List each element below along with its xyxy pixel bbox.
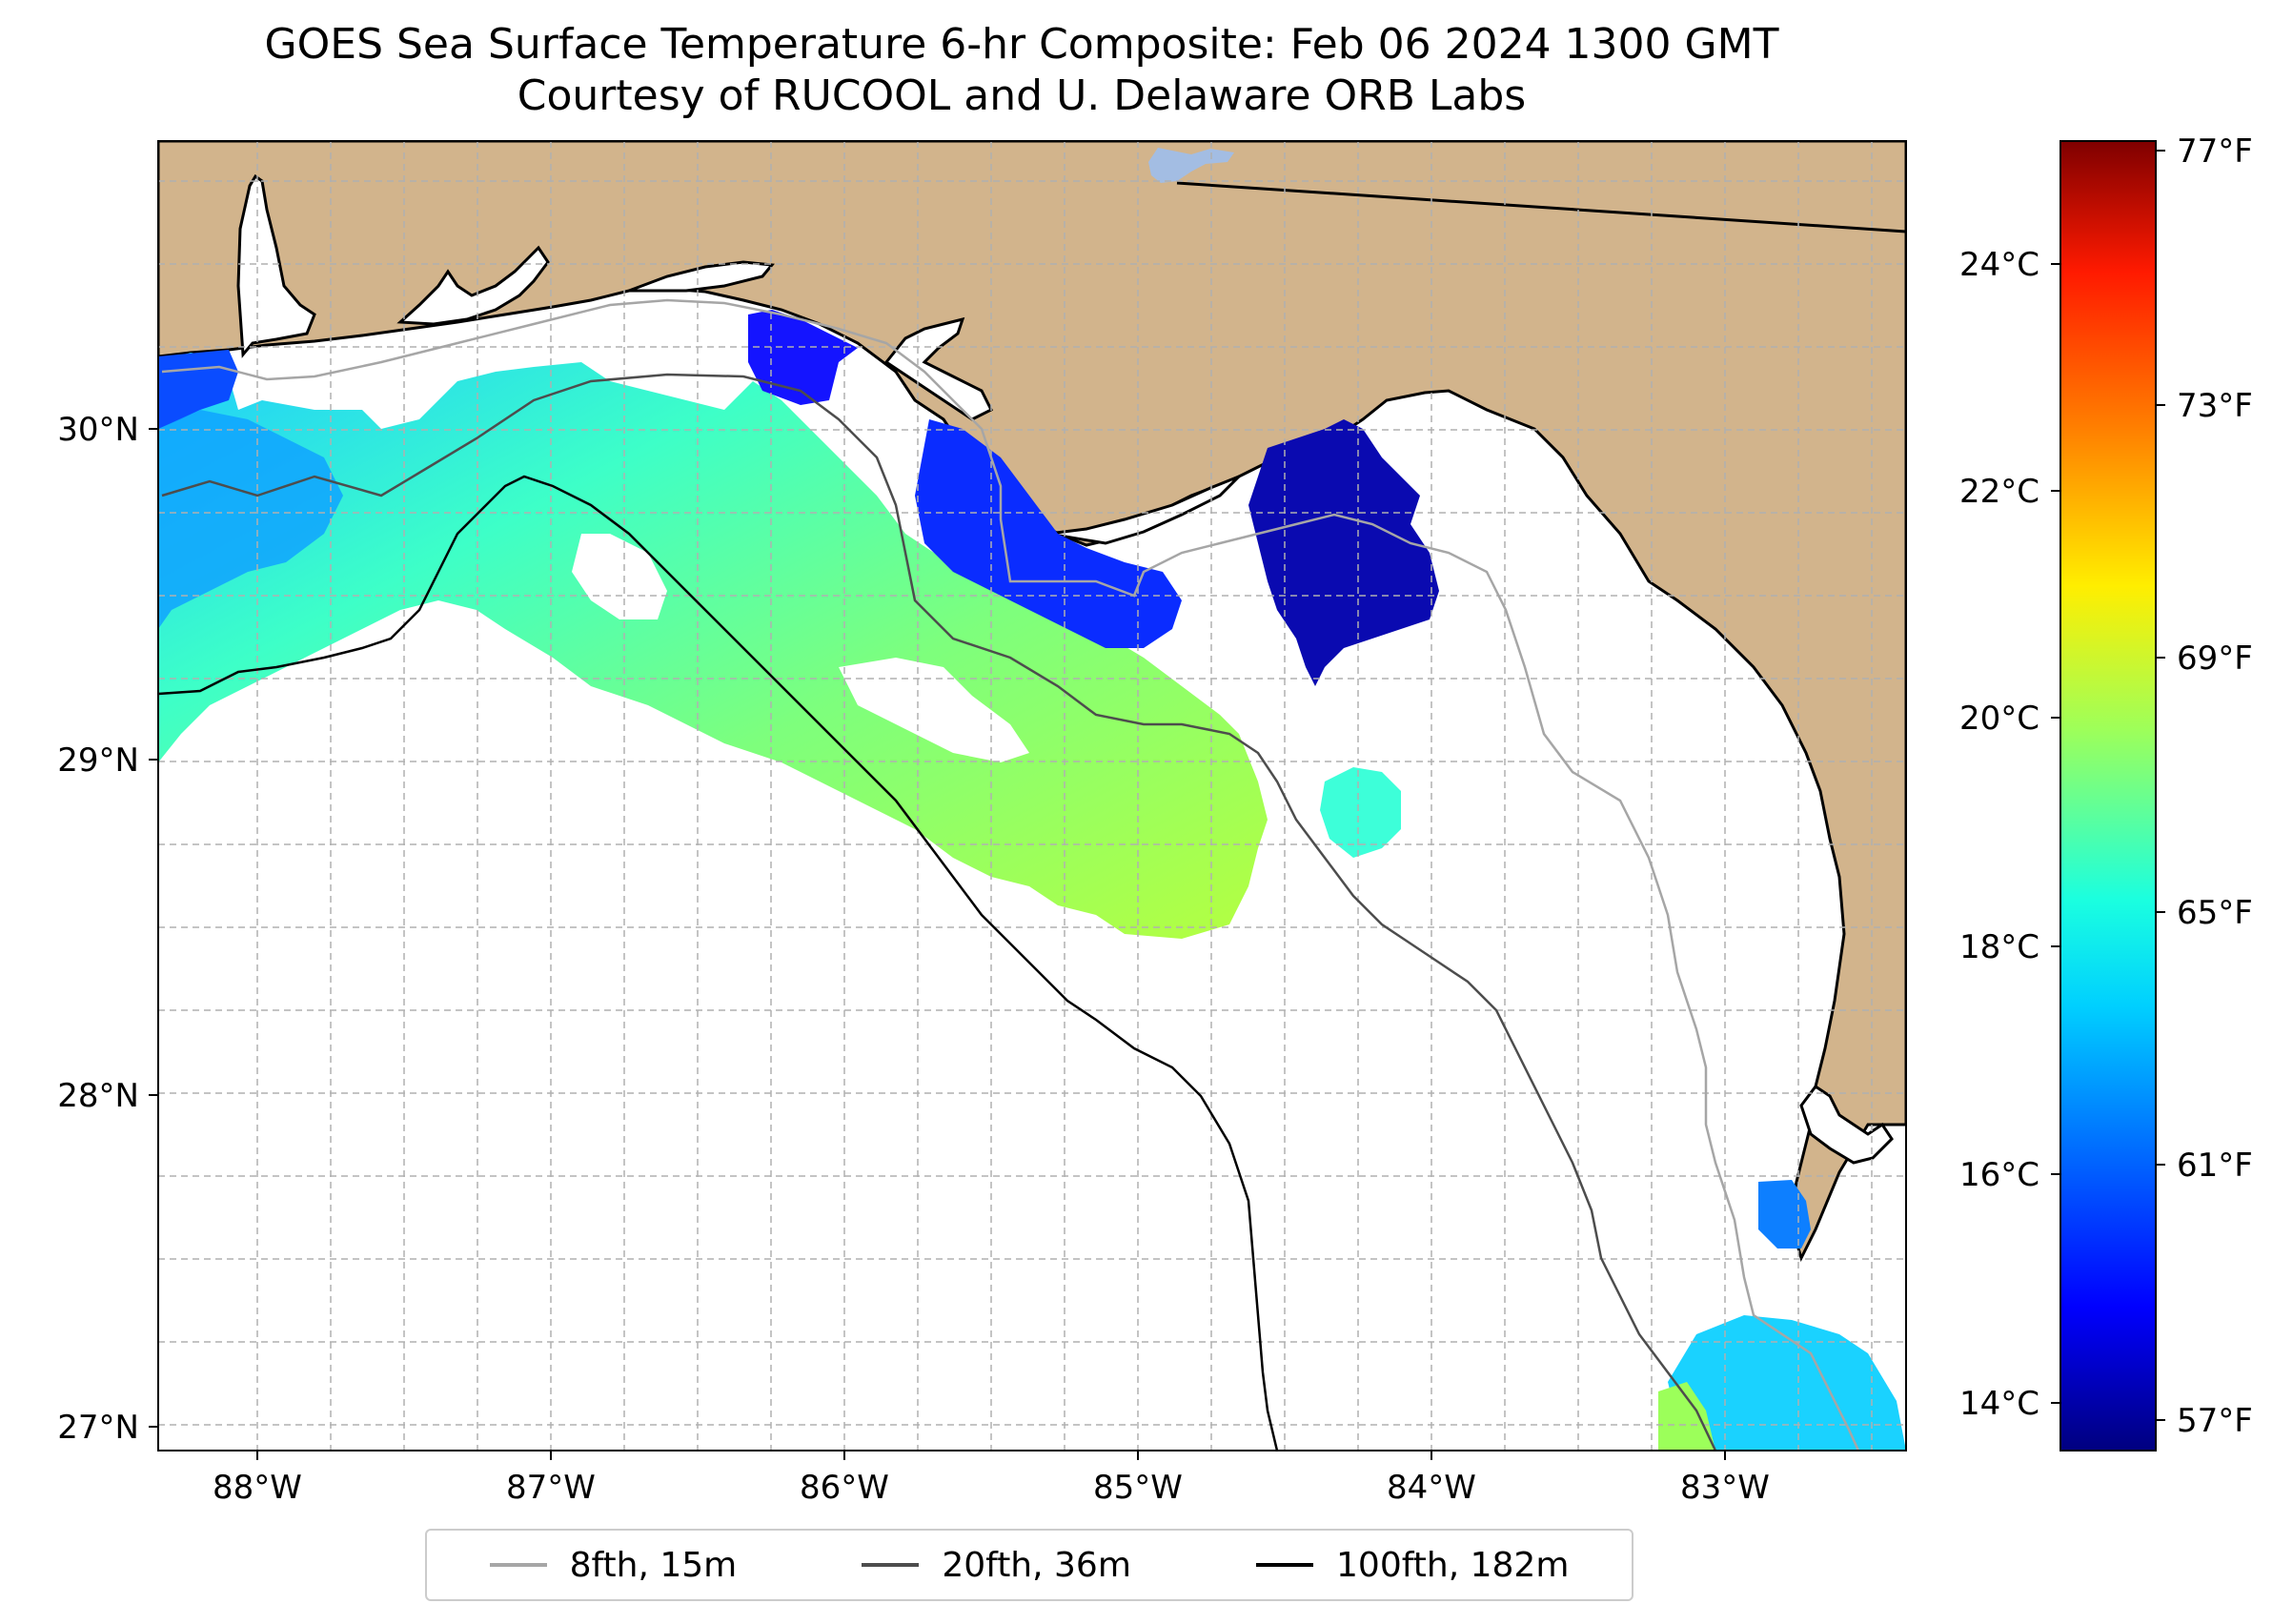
sst-field-main <box>158 353 1268 939</box>
map-title: GOES Sea Surface Temperature 6-hr Compos… <box>0 19 2043 122</box>
title-line-1: GOES Sea Surface Temperature 6-hr Compos… <box>264 20 1779 69</box>
legend-label-8fth: 8fth, 15m <box>569 1545 738 1585</box>
sst-cold-apalachicola <box>915 419 1182 648</box>
lat-tick-label-29: 29°N <box>57 741 139 780</box>
isobath-100fth <box>158 475 1279 1451</box>
gridlines <box>158 141 1906 1451</box>
mobile-bay <box>236 173 316 358</box>
fahrenheit-label-65: 65°F <box>2177 894 2253 932</box>
colorbar <box>2060 140 2157 1451</box>
sst-cool-west <box>158 410 343 629</box>
fahrenheit-label-69: 69°F <box>2177 639 2253 678</box>
fahrenheit-label-57: 57°F <box>2177 1402 2253 1440</box>
lat-tick-label-27: 27°N <box>57 1409 139 1447</box>
legend-line-100fth <box>1256 1563 1314 1567</box>
sst-patch-south-green <box>1658 1382 1715 1451</box>
celsius-label-20: 20°C <box>1959 700 2039 738</box>
celsius-label-18: 18°C <box>1959 928 2039 966</box>
celsius-label-22: 22°C <box>1959 473 2039 511</box>
lon-tick-label-84: 84°W <box>1387 1469 1476 1507</box>
fahrenheit-label-61: 61°F <box>2177 1147 2253 1185</box>
lat-tick-label-30: 30°N <box>57 411 139 449</box>
lon-tick-label-85: 85°W <box>1093 1469 1183 1507</box>
lake <box>1148 148 1234 183</box>
fahrenheit-label-73: 73°F <box>2177 387 2253 425</box>
lon-tick-label-83: 83°W <box>1680 1469 1770 1507</box>
st-andrew-bay <box>883 316 994 421</box>
sst-patch-south <box>1668 1315 1906 1451</box>
cloud-gap-2 <box>839 658 1029 762</box>
legend-item-8fth: 8fth, 15m <box>489 1545 738 1585</box>
pensacola-bay <box>396 245 550 326</box>
legend-line-8fth <box>489 1563 547 1567</box>
choctawhatchee-bay <box>628 260 775 293</box>
isobath-8fth <box>161 298 1860 1451</box>
sst-patch-cedar-key <box>1320 767 1401 858</box>
legend-item-100fth: 100fth, 182m <box>1256 1546 1569 1585</box>
legend-line-20fth <box>862 1563 920 1567</box>
plot-frame <box>157 140 1907 1451</box>
lat-tick-label-28: 28°N <box>57 1077 139 1115</box>
lat-tick-marks <box>149 428 158 1428</box>
fahrenheit-label-77: 77°F <box>2177 132 2253 171</box>
lon-tick-label-88: 88°W <box>213 1469 302 1507</box>
state-border <box>1176 181 1906 233</box>
cloud-gap-1 <box>572 534 667 619</box>
legend-label-20fth: 20fth, 36m <box>942 1545 1131 1585</box>
celsius-tick-marks <box>2051 263 2060 1404</box>
isobath-20fth <box>161 373 1717 1451</box>
celsius-label-16: 16°C <box>1959 1156 2039 1194</box>
legend-label-100fth: 100fth, 182m <box>1336 1545 1570 1585</box>
celsius-label-14: 14°C <box>1959 1385 2039 1423</box>
sst-cold-panama-city <box>748 310 858 405</box>
isobath-legend: 8fth, 15m 20fth, 36m 100fth, 182m <box>425 1529 1634 1601</box>
lon-tick-marks <box>256 1451 1726 1460</box>
lon-tick-label-86: 86°W <box>800 1469 889 1507</box>
lon-tick-label-87: 87°W <box>506 1469 596 1507</box>
legend-item-20fth: 20fth, 36m <box>862 1546 1131 1585</box>
title-line-2: Courtesy of RUCOOL and U. Delaware ORB L… <box>517 71 1527 120</box>
celsius-label-24: 24°C <box>1959 246 2039 284</box>
tampa-bay <box>1799 1084 1894 1165</box>
fahrenheit-tick-marks <box>2156 150 2165 1421</box>
sst-cold-apalachee-bay <box>1248 419 1439 686</box>
apalachicola-bay <box>1047 475 1241 545</box>
